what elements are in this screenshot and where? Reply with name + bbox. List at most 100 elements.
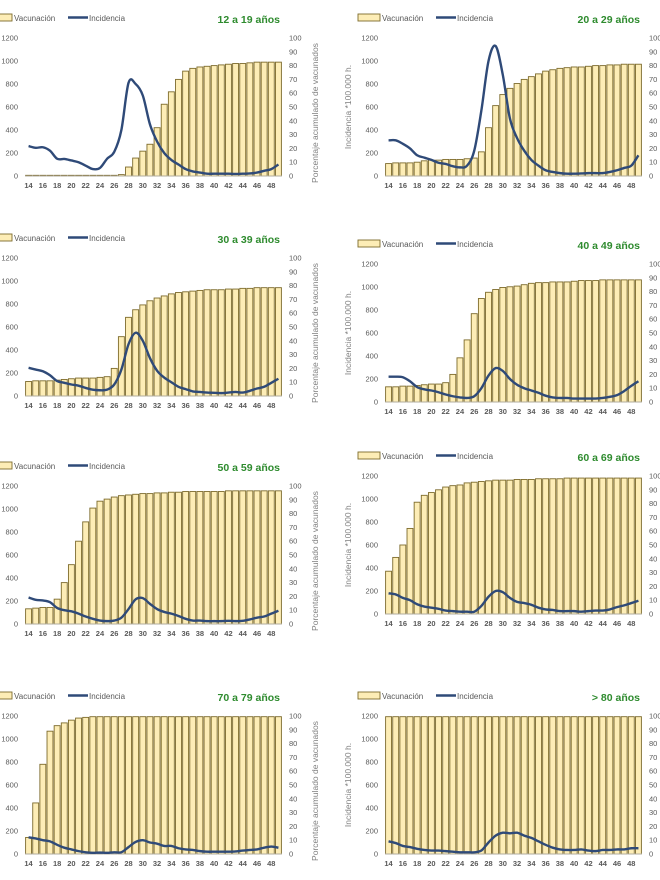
y2-tick-label: 90	[649, 485, 657, 494]
vacunacion-bar	[160, 716, 168, 855]
vacunacion-bar	[613, 64, 621, 177]
vacunacion-bar	[67, 719, 75, 855]
vacunacion-bar	[427, 492, 435, 615]
vacunacion-bar	[110, 496, 118, 625]
x-tick-label: 30	[499, 859, 507, 868]
x-tick-label: 18	[413, 181, 421, 190]
x-tick-label: 36	[181, 629, 189, 638]
vacunacion-bar	[160, 103, 168, 177]
x-tick-label: 26	[470, 619, 478, 628]
vacunacion-bar	[477, 716, 485, 855]
vacunacion-bar	[406, 162, 414, 177]
y-tick-label: 1000	[1, 57, 18, 66]
vacunacion-bar	[203, 65, 211, 177]
y-tick-label: 600	[365, 781, 378, 790]
x-tick-label: 24	[456, 407, 465, 416]
y2-tick-label: 50	[289, 781, 297, 790]
y-tick-label: 600	[365, 103, 378, 112]
vacunacion-bar	[599, 716, 607, 855]
legend-incidencia-label: Incidencia	[457, 692, 494, 701]
y2-axis-title: Porcentaje acumulado de vacunados	[310, 43, 320, 183]
y2-tick-label: 80	[289, 281, 297, 290]
y2-tick-label: 0	[289, 620, 293, 629]
x-tick-label: 20	[427, 181, 435, 190]
vacunacion-bar	[592, 477, 600, 615]
y2-tick-label: 30	[649, 356, 657, 365]
vacunacion-bar	[563, 67, 571, 177]
y2-tick-label: 100	[289, 712, 302, 721]
vacunacion-bar	[513, 479, 521, 615]
y-tick-label: 400	[5, 346, 18, 355]
y2-tick-label: 70	[649, 301, 657, 310]
y2-tick-label: 0	[649, 172, 653, 181]
legend-vacunacion-swatch	[357, 239, 381, 248]
x-tick-label: 46	[613, 619, 621, 628]
vacunacion-bar	[196, 289, 204, 397]
vacunacion-bar	[549, 716, 557, 855]
vacunacion-bar	[32, 802, 40, 855]
x-tick-label: 22	[82, 629, 90, 638]
vacunacion-bar	[392, 556, 400, 615]
vacunacion-bar	[253, 61, 261, 177]
x-tick-label: 48	[627, 619, 635, 628]
y-tick-label: 1200	[361, 712, 378, 721]
y2-tick-label: 0	[289, 850, 293, 859]
vacunacion-bar	[442, 486, 450, 615]
x-tick-label: 40	[210, 401, 218, 410]
vacunacion-bar	[556, 478, 564, 615]
x-tick-label: 26	[470, 181, 478, 190]
vacunacion-bar	[599, 477, 607, 615]
y2-tick-label: 60	[289, 309, 297, 318]
y-tick-label: 1200	[361, 260, 378, 269]
y2-tick-label: 60	[649, 767, 657, 776]
y2-tick-label: 60	[289, 89, 297, 98]
vacunacion-bar	[260, 61, 268, 177]
vacunacion-bar	[399, 716, 407, 855]
x-tick-label: 16	[399, 619, 407, 628]
incidencia-line	[28, 78, 280, 176]
vacunacion-bar	[627, 716, 635, 855]
vacunacion-bar	[385, 386, 392, 403]
y2-tick-label: 10	[289, 378, 297, 387]
vacunacion-bar	[499, 287, 507, 403]
legend-vacunacion-label: Vacunación	[382, 240, 423, 249]
y2-tick-label: 10	[289, 836, 297, 845]
vacunacion-bar	[175, 716, 182, 855]
vacunacion-bar	[275, 490, 282, 625]
y-tick-label: 800	[5, 80, 18, 89]
y2-axis-title: Porcentaje acumulado de vacunados	[310, 491, 320, 631]
vacunacion-bar	[585, 716, 592, 855]
vacunacion-bar	[203, 491, 211, 625]
y-tick-label: 1200	[361, 34, 378, 43]
y2-tick-label: 60	[289, 537, 297, 546]
vacunacion-bar	[463, 339, 471, 403]
x-tick-label: 16	[399, 407, 407, 416]
y-tick-label: 400	[365, 564, 378, 573]
vacunacion-bar	[210, 289, 218, 397]
vacunacion-bar	[413, 501, 421, 615]
chart-panel: 0 200 400 600 800 1000 1200 0 10 20 30 40 50 60 70 80 90…	[0, 13, 320, 190]
vacunacion-bar	[96, 500, 104, 625]
x-tick-label: 16	[39, 859, 47, 868]
x-tick-label: 28	[124, 859, 132, 868]
x-tick-label: 22	[82, 401, 90, 410]
y-tick-label: 600	[365, 329, 378, 338]
y-tick-label: 400	[365, 352, 378, 361]
x-tick-label: 34	[167, 181, 176, 190]
vacunacion-bar	[167, 716, 175, 855]
chart-title: 40 a 49 años	[578, 240, 641, 252]
vacunacion-bar	[189, 491, 197, 625]
x-tick-label: 16	[39, 181, 47, 190]
x-tick-label: 40	[210, 629, 218, 638]
vacunacion-bar	[413, 161, 421, 177]
vacunacion-bar	[203, 289, 211, 397]
incidencia-line	[388, 366, 640, 400]
incidencia-line	[28, 331, 280, 395]
vacunacion-bar	[485, 291, 492, 403]
vacunacion-bar	[392, 716, 400, 855]
y2-tick-label: 30	[289, 578, 297, 587]
x-tick-label: 48	[267, 859, 275, 868]
chart-panel: 0 200 400 600 800 1000 1200 0 10 20 30 40 50 60 70 80 90…	[0, 461, 320, 638]
x-tick-label: 20	[67, 859, 75, 868]
vacunacion-bar	[492, 105, 500, 177]
